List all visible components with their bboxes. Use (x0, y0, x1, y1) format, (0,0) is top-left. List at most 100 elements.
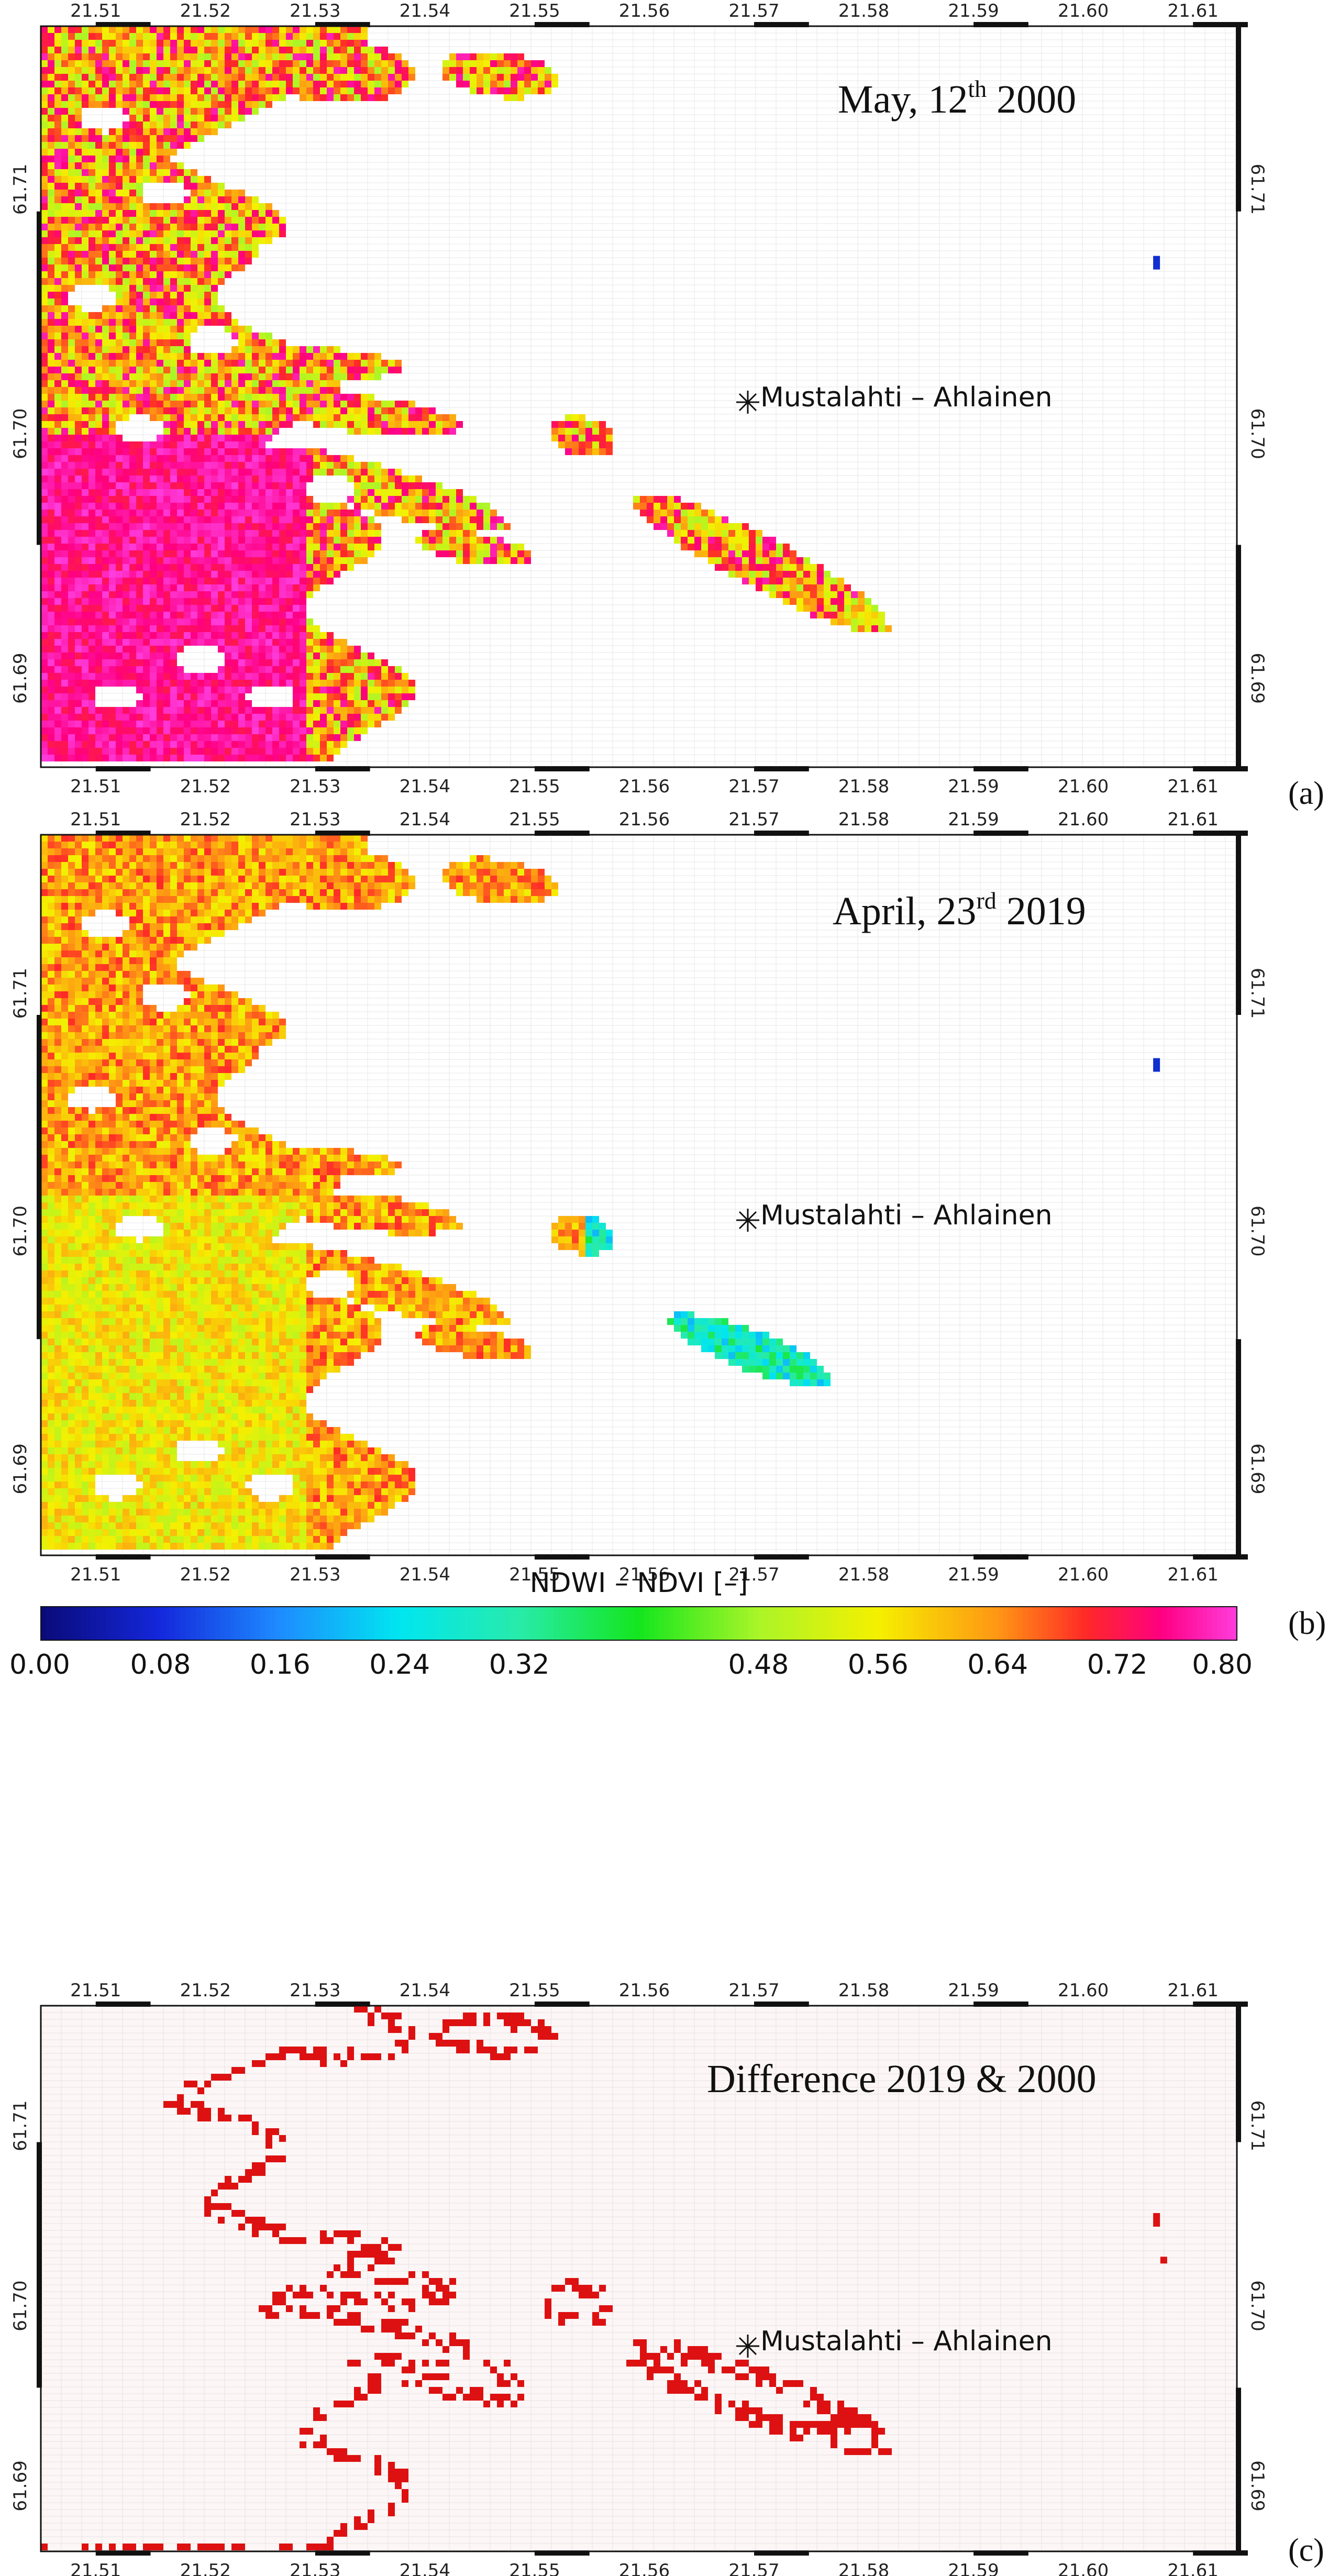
panel-title: April, 23rd 2019 (833, 887, 1086, 933)
lon-tick-top: 21.52 (180, 1, 231, 21)
lon-tick-bottom: 21.58 (838, 2560, 889, 2576)
lon-tick-bottom: 21.54 (400, 776, 450, 797)
lon-tick-top: 21.61 (1168, 1980, 1219, 2001)
lon-tick-bottom: 21.58 (838, 1564, 889, 1585)
title-rest: 2000 (987, 78, 1076, 121)
lat-tick-left: 61.69 (10, 1443, 31, 1494)
lon-tick-top: 21.59 (948, 1980, 999, 2001)
raster-b (41, 835, 1160, 1550)
lon-tick-top: 21.60 (1058, 1980, 1109, 2001)
lon-tick-bottom: 21.52 (180, 2560, 231, 2576)
colorbar-tick: 0.16 (250, 1649, 311, 1681)
site-label: Mustalahti – Ahlainen (760, 382, 1053, 413)
colorbar-tick: 0.00 (9, 1649, 70, 1681)
lat-tick-right: 61.71 (1247, 164, 1268, 215)
site-marker (736, 391, 759, 414)
lat-tick-right: 61.69 (1247, 1443, 1268, 1494)
lat-tick-right: 61.70 (1247, 408, 1268, 459)
lat-tick-left: 61.71 (10, 2100, 31, 2151)
panel-title: May, 12th 2000 (838, 75, 1076, 121)
lon-tick-top: 21.57 (728, 1, 779, 21)
lat-tick-right: 61.69 (1247, 2460, 1268, 2511)
lon-tick-top: 21.57 (728, 809, 779, 830)
colorbar-tick: 0.72 (1087, 1649, 1148, 1681)
lon-tick-bottom: 21.55 (509, 776, 560, 797)
lat-tick-left: 61.70 (10, 408, 31, 459)
colorbar-tick: 0.24 (369, 1649, 430, 1681)
lon-tick-bottom: 21.59 (948, 2560, 999, 2576)
colorbar: NDWI – NDVI [–] 0.00 0.08 0.16 0.24 0.32 0.48 0… (9, 1567, 1253, 1681)
colorbar-tick: 0.08 (130, 1649, 191, 1681)
lon-tick-top: 21.54 (400, 1980, 450, 2001)
title-main: May, 12 (838, 78, 968, 121)
lon-tick-bottom: 21.51 (70, 2560, 121, 2576)
lon-tick-top: 21.51 (70, 1, 121, 21)
site-marker (736, 2335, 759, 2358)
lat-tick-left: 61.69 (10, 653, 31, 704)
lon-tick-bottom: 21.61 (1168, 1564, 1219, 1585)
lon-tick-bottom: 21.59 (948, 776, 999, 797)
lon-tick-top: 21.55 (509, 1, 560, 21)
lon-tick-bottom: 21.52 (180, 1564, 231, 1585)
site-label: Mustalahti – Ahlainen (760, 1200, 1053, 1231)
lon-tick-top: 21.51 (70, 809, 121, 830)
lon-tick-top: 21.55 (509, 809, 560, 830)
lon-tick-bottom: 21.51 (70, 1564, 121, 1585)
lat-tick-left: 61.70 (10, 2280, 31, 2331)
lon-tick-top: 21.56 (619, 1, 670, 21)
lon-tick-bottom: 21.56 (619, 776, 670, 797)
site-marker (736, 1209, 759, 1232)
lon-tick-top: 21.60 (1058, 809, 1109, 830)
lon-tick-top: 21.61 (1168, 809, 1219, 830)
lon-tick-top: 21.58 (838, 1980, 889, 2001)
site-label: Mustalahti – Ahlainen (760, 2326, 1053, 2357)
colorbar-tick: 0.64 (967, 1649, 1028, 1681)
lon-tick-bottom: 21.57 (728, 1564, 779, 1585)
title-sup: rd (976, 887, 996, 914)
lat-tick-left: 61.70 (10, 1206, 31, 1256)
lon-tick-bottom: 21.58 (838, 776, 889, 797)
lat-tick-right: 61.69 (1247, 653, 1268, 704)
lon-tick-top: 21.59 (948, 1, 999, 21)
lon-tick-top: 21.52 (180, 809, 231, 830)
panel-label-b: (b) (1288, 1606, 1326, 1641)
lon-tick-bottom: 21.52 (180, 776, 231, 797)
colorbar-tick: 0.32 (489, 1649, 550, 1681)
lat-tick-right: 61.70 (1247, 1206, 1268, 1256)
lon-tick-top: 21.54 (400, 809, 450, 830)
lat-tick-right: 61.71 (1247, 2100, 1268, 2151)
lon-tick-bottom: 21.61 (1168, 776, 1219, 797)
lon-tick-bottom: 21.54 (400, 2560, 450, 2576)
lon-tick-bottom: 21.54 (400, 1564, 450, 1585)
lon-tick-top: 21.58 (838, 809, 889, 830)
lon-tick-top: 21.61 (1168, 1, 1219, 21)
title-main: Difference 2019 & 2000 (707, 2057, 1097, 2101)
lon-tick-bottom: 21.60 (1058, 1564, 1109, 1585)
lon-tick-top: 21.51 (70, 1980, 121, 2001)
lon-tick-top: 21.56 (619, 1980, 670, 2001)
lon-tick-top: 21.53 (290, 1980, 340, 2001)
lon-tick-bottom: 21.59 (948, 1564, 999, 1585)
lon-tick-bottom: 21.61 (1168, 2560, 1219, 2576)
lon-tick-top: 21.60 (1058, 1, 1109, 21)
lon-tick-bottom: 21.57 (728, 2560, 779, 2576)
lon-tick-bottom: 21.56 (619, 2560, 670, 2576)
lon-tick-top: 21.56 (619, 809, 670, 830)
lon-tick-top: 21.57 (728, 1980, 779, 2001)
lon-tick-bottom: 21.53 (290, 1564, 340, 1585)
panel-label-c: (c) (1288, 2533, 1324, 2568)
lon-tick-top: 21.52 (180, 1980, 231, 2001)
panel-title: Difference 2019 & 2000 (707, 2057, 1097, 2101)
raster-a (41, 26, 1160, 761)
title-rest: 2019 (997, 889, 1086, 933)
lon-tick-top: 21.55 (509, 1980, 560, 2001)
lat-tick-left: 61.69 (10, 2460, 31, 2511)
lon-tick-top: 21.53 (290, 809, 340, 830)
lat-tick-right: 61.70 (1247, 2280, 1268, 2331)
lat-tick-left: 61.71 (10, 968, 31, 1019)
lon-tick-bottom: 21.55 (509, 2560, 560, 2576)
lat-tick-left: 61.71 (10, 164, 31, 215)
title-sup: th (968, 75, 987, 102)
lon-tick-bottom: 21.53 (290, 2560, 340, 2576)
